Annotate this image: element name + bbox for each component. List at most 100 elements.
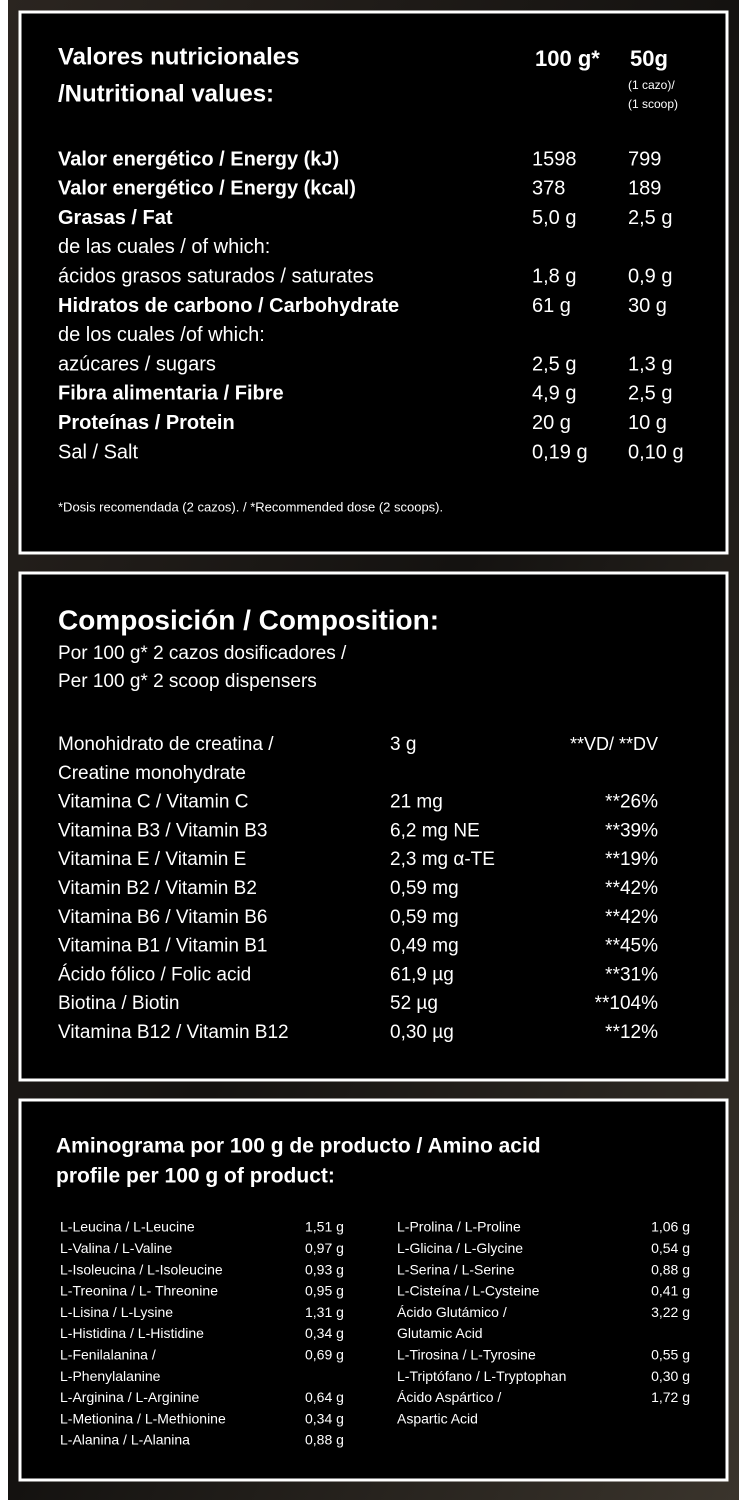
nutrient-value: 4,9 g: [532, 383, 576, 405]
ingredient-amount: 0,49 mg: [390, 936, 459, 957]
amino-label: L-Serina / L-Serine: [397, 1261, 515, 1277]
ingredient-dv: **45%: [605, 936, 658, 957]
amino-value: 0,64 g: [305, 1389, 344, 1405]
ingredient-amount: 52 µg: [390, 993, 438, 1014]
amino-label: Glutamic Acid: [397, 1325, 483, 1341]
ingredient-dv: **31%: [605, 964, 658, 985]
aminogram-title: Aminograma por 100 g de producto / Amino…: [56, 1135, 541, 1158]
amino-label: Aspartic Acid: [397, 1410, 478, 1426]
nutrition-box: [18, 10, 729, 555]
ingredient-amount: 0,30 µg: [390, 1022, 454, 1043]
composition-box: [18, 571, 729, 1082]
amino-label: L-Alanina / L-Alanina: [60, 1432, 190, 1448]
nutrient-label: de las cuales / of which:: [58, 236, 270, 258]
nutrient-value: 2,5 g: [628, 383, 672, 405]
amino-label: L-Phenylalanine: [60, 1368, 161, 1384]
nutrient-value: 20 g: [532, 412, 571, 434]
amino-value: 0,95 g: [305, 1283, 344, 1299]
amino-label: Ácido Aspártico /: [397, 1389, 501, 1405]
ingredient-dv: **39%: [605, 820, 658, 841]
ingredient-amount: 21 mg: [390, 792, 443, 813]
amino-label: L-Isoleucina / L-Isoleucine: [60, 1261, 223, 1277]
amino-value: 1,72 g: [651, 1389, 690, 1405]
nutrient-value: 2,5 g: [628, 207, 672, 229]
ingredient-dv: **26%: [605, 792, 658, 813]
ingredient-dv: **19%: [605, 849, 658, 870]
column-header: 100 g*: [535, 46, 600, 71]
nutrient-value: 1598: [532, 148, 577, 170]
nutrient-value: 1,3 g: [628, 353, 672, 375]
ingredient-label: Vitamin B2 / Vitamin B2: [58, 878, 257, 899]
nutrient-value: 799: [628, 148, 661, 170]
amino-label: L-Cisteína / L-Cysteine: [397, 1283, 540, 1299]
nutrient-label: Valor energético / Energy (kJ): [58, 148, 339, 170]
amino-value: 0,88 g: [651, 1261, 690, 1277]
ingredient-label: Vitamina E / Vitamin E: [58, 849, 246, 870]
footnote: *Dosis recomendada (2 cazos). / *Recomme…: [58, 499, 443, 514]
ingredient-label: Vitamina B12 / Vitamin B12: [58, 1022, 289, 1043]
amino-value: 1,06 g: [651, 1219, 690, 1235]
amino-value: 3,22 g: [651, 1304, 690, 1320]
ingredient-amount: 3 g: [390, 734, 416, 755]
nutrition-title: /Nutritional values:: [58, 80, 274, 107]
ingredient-label: Biotina / Biotin: [58, 993, 179, 1014]
ingredient-label: Ácido fólico / Folic acid: [58, 964, 251, 985]
nutrient-value: 189: [628, 178, 661, 200]
column-note: (1 cazo)/: [628, 78, 675, 92]
amino-label: L-Tirosina / L-Tyrosine: [397, 1347, 536, 1363]
amino-value: 1,51 g: [305, 1219, 344, 1235]
ingredient-label: Vitamina B3 / Vitamin B3: [58, 820, 267, 841]
nutrient-value: 0,10 g: [628, 441, 684, 463]
nutrition-title: Valores nutricionales: [58, 43, 299, 70]
amino-value: 0,55 g: [651, 1347, 690, 1363]
nutrient-value: 1,8 g: [532, 265, 576, 287]
amino-label: L-Valina / L-Valine: [60, 1240, 173, 1256]
amino-value: 0,30 g: [651, 1368, 690, 1384]
nutrient-label: azúcares / sugars: [58, 353, 216, 375]
ingredient-label: Vitamina B6 / Vitamin B6: [58, 907, 267, 928]
nutrient-value: 378: [532, 178, 565, 200]
amino-label: L-Arginina / L-Arginine: [60, 1389, 200, 1405]
amino-value: 1,31 g: [305, 1304, 344, 1320]
ingredient-amount: 0,59 mg: [390, 878, 459, 899]
ingredient-label: Monohidrato de creatina /: [58, 734, 274, 755]
composition-title: Composición / Composition:: [58, 604, 439, 635]
column-header: 50g: [630, 46, 668, 71]
ingredient-dv: **12%: [605, 1022, 658, 1043]
column-note: (1 scoop): [628, 97, 678, 111]
dv-header: **VD/ **DV: [570, 734, 658, 754]
nutrient-label: Proteínas / Protein: [58, 412, 235, 434]
amino-value: 0,34 g: [305, 1325, 344, 1341]
amino-label: L-Treonina / L- Threonine: [60, 1283, 218, 1299]
aminogram-title: profile per 100 g of product:: [56, 1165, 335, 1188]
amino-label: L-Fenilalanina /: [60, 1347, 156, 1363]
amino-value: 0,97 g: [305, 1240, 344, 1256]
nutrient-label: Grasas / Fat: [58, 207, 173, 229]
amino-label: L-Triptófano / L-Tryptophan: [397, 1368, 566, 1384]
nutrient-label: Valor energético / Energy (kcal): [58, 178, 356, 200]
ingredient-amount: 0,59 mg: [390, 907, 459, 928]
nutrient-value: 61 g: [532, 295, 571, 317]
ingredient-amount: 6,2 mg NE: [390, 820, 480, 841]
amino-label: L-Leucina / L-Leucine: [60, 1219, 195, 1235]
amino-value: 0,93 g: [305, 1261, 344, 1277]
ingredient-amount: 2,3 mg α-TE: [390, 849, 495, 870]
ingredient-label: Vitamina C / Vitamin C: [58, 792, 248, 813]
ingredient-amount: 61,9 µg: [390, 964, 454, 985]
amino-label: L-Histidina / L-Histidine: [60, 1325, 204, 1341]
ingredient-label: Creatine monohydrate: [58, 763, 246, 784]
amino-value: 0,41 g: [651, 1283, 690, 1299]
amino-value: 0,34 g: [305, 1410, 344, 1426]
amino-label: L-Metionina / L-Methionine: [60, 1410, 226, 1426]
nutrient-label: Fibra alimentaria / Fibre: [58, 383, 284, 405]
nutrient-value: 10 g: [628, 412, 667, 434]
ingredient-dv: **42%: [605, 907, 658, 928]
nutrient-value: 2,5 g: [532, 353, 576, 375]
nutrient-value: 0,19 g: [532, 441, 588, 463]
amino-label: L-Prolina / L-Proline: [397, 1219, 521, 1235]
composition-subtitle: Per 100 g* 2 scoop dispensers: [58, 671, 317, 692]
amino-label: L-Glicina / L-Glycine: [397, 1240, 523, 1256]
nutrient-value: 0,9 g: [628, 265, 672, 287]
composition-subtitle: Por 100 g* 2 cazos dosificadores /: [58, 643, 347, 664]
